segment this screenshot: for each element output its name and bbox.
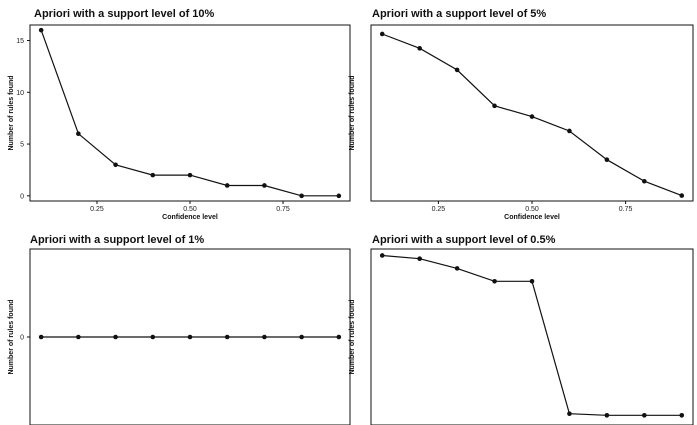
data-point [379,31,385,37]
data-point [529,114,535,119]
x-axis-label: Confidence level [504,214,560,221]
y-axis-label: Number of rules found [349,75,356,150]
data-point [150,334,156,340]
data-point [529,278,535,284]
data-point [187,334,193,340]
y-tick-label: 15 [16,38,24,45]
data-point [76,131,81,137]
data-point [38,27,44,33]
data-point [262,334,267,340]
x-axis-label: Confidence level [162,214,218,221]
data-point [604,157,610,162]
chart-title: Apriori with a support level of 1% [30,234,204,246]
data-point [224,183,230,188]
data-point [454,67,460,73]
data-point [492,103,497,109]
y-axis-label: Number of rules found [8,75,15,150]
data-point [299,334,304,340]
data-point [336,334,342,340]
data-point [38,334,44,340]
x-tick-label: 0.75 [619,206,633,213]
data-point [679,413,685,418]
data-point [567,411,572,416]
data-point [417,256,422,261]
plot-frame [370,24,694,202]
data-point [224,334,230,340]
x-tick-label: 0.50 [183,206,197,213]
data-point [604,413,610,418]
series-line [40,29,339,197]
chart-title: Apriori with a support level of 0.5% [372,234,556,246]
data-point [299,193,304,199]
x-tick-label: 0.25 [432,206,446,213]
y-axis-label: Number of rules found [8,299,15,374]
y-tick-label: 5 [20,142,24,149]
plot-frame [370,248,694,425]
y-tick-label: 0 [20,193,24,200]
y-tick-label: 0 [20,335,24,342]
data-point [492,278,497,284]
data-point [262,183,267,188]
chart-title: Apriori with a support level of 5% [372,8,546,20]
data-point [454,266,460,271]
data-point [76,334,81,340]
data-point [336,193,342,199]
data-point [642,178,647,184]
y-tick-label: 10 [16,90,24,97]
data-point [642,413,647,418]
x-tick-label: 0.75 [276,206,290,213]
chart-title: Apriori with a support level of 10% [34,8,215,20]
y-axis-label: Number of rules found [349,299,356,374]
data-point [567,128,572,134]
data-point [113,334,118,340]
data-point [150,172,156,178]
data-point [679,193,685,198]
x-tick-label: 0.25 [90,206,104,213]
data-point [417,46,422,51]
x-tick-label: 0.50 [525,206,539,213]
data-point [379,253,385,258]
data-point [187,172,193,178]
data-point [113,162,118,168]
